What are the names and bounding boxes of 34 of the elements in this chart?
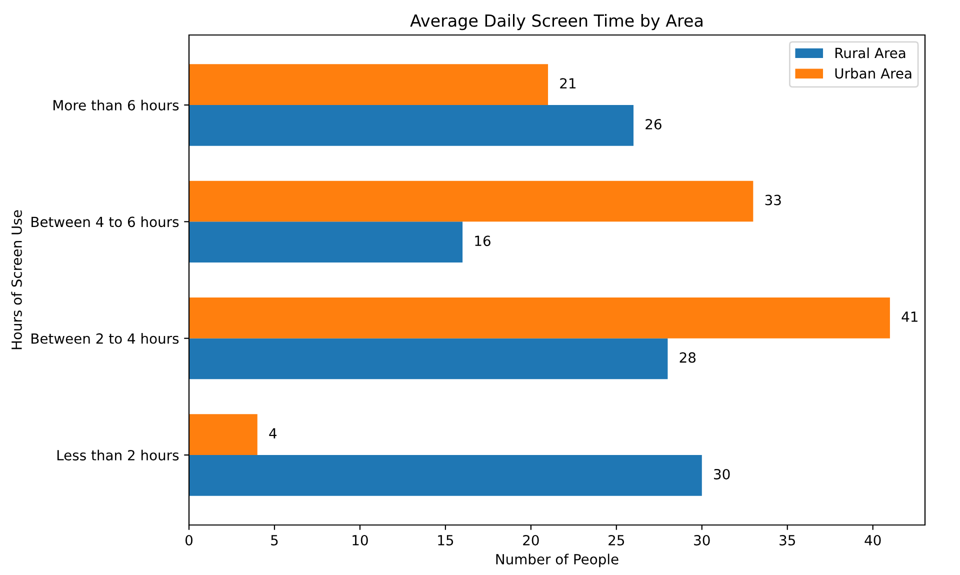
x-tick-label: 5 bbox=[271, 535, 278, 546]
bar bbox=[189, 180, 754, 222]
data-label: 33 bbox=[765, 194, 781, 206]
x-tick-label: 10 bbox=[352, 534, 368, 546]
data-label: 28 bbox=[680, 352, 696, 363]
data-label: 41 bbox=[902, 312, 918, 322]
x-tick-label: 20 bbox=[523, 534, 539, 546]
bar bbox=[189, 298, 890, 338]
data-label: 4 bbox=[269, 428, 277, 438]
legend-label: Urban Area bbox=[835, 68, 912, 79]
bar bbox=[189, 105, 634, 146]
bar bbox=[189, 338, 668, 380]
x-tick-label: 0 bbox=[185, 534, 192, 546]
x-tick-label: 30 bbox=[694, 534, 710, 546]
x-tick-label: 25 bbox=[608, 534, 624, 546]
y-axis-title: Hours of Screen Use bbox=[11, 210, 22, 350]
y-tick-label: Between 4 to 6 hours bbox=[32, 216, 179, 228]
bar bbox=[189, 64, 548, 105]
x-tick-label: 35 bbox=[780, 534, 795, 546]
data-label: 21 bbox=[560, 78, 576, 88]
x-tick-label: 15 bbox=[438, 535, 454, 546]
bar bbox=[189, 455, 702, 496]
legend-label: Rural Area bbox=[835, 48, 906, 58]
y-tick-label: More than 6 hours bbox=[54, 100, 179, 110]
bar bbox=[189, 222, 463, 262]
bar bbox=[189, 414, 258, 455]
x-axis-title: Number of People bbox=[496, 554, 618, 568]
x-tick-label: 40 bbox=[864, 534, 881, 546]
data-label: 30 bbox=[714, 468, 730, 480]
chart-title: Average Daily Screen Time by Area bbox=[410, 14, 702, 30]
data-label: 16 bbox=[475, 236, 490, 246]
y-tick-label: Less than 2 hours bbox=[57, 450, 179, 460]
data-label: 26 bbox=[646, 118, 662, 130]
y-tick-label: Between 2 to 4 hours bbox=[32, 333, 179, 344]
